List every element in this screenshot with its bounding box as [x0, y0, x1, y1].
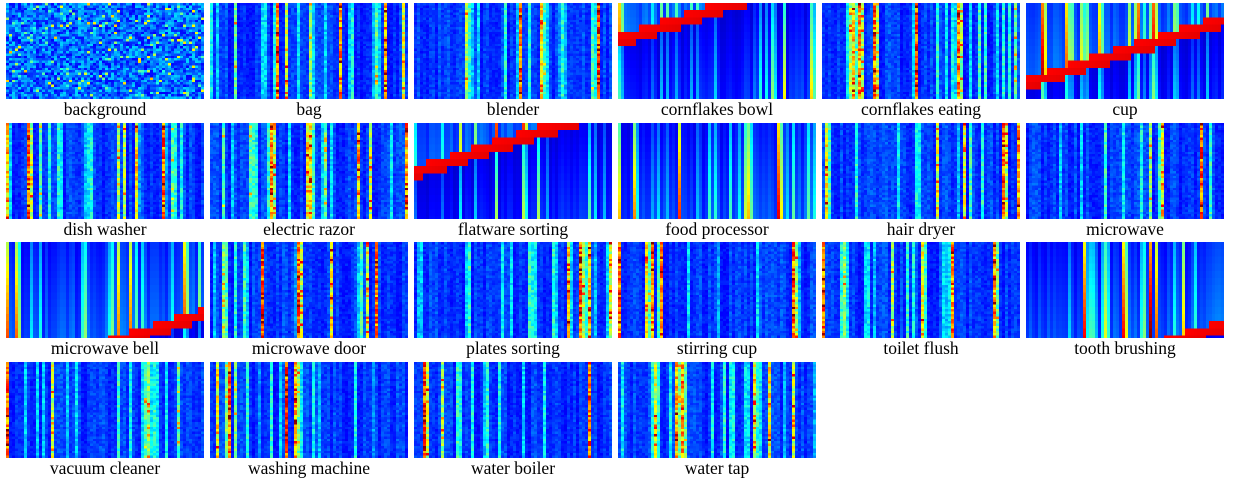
spectrogram-image — [210, 242, 408, 338]
panel-label: flatware sorting — [457, 218, 569, 239]
panel-label: cup — [1112, 99, 1138, 119]
panel-label: tooth brushing — [1074, 338, 1176, 358]
spectrogram-image — [1026, 3, 1224, 99]
spectrogram-panel: vacuum cleaner — [6, 361, 204, 479]
spectrogram-panel: toilet flush — [822, 242, 1020, 359]
spectrogram-image — [822, 122, 1020, 219]
panel-label: electric razor — [263, 218, 355, 239]
spectrogram-panel: water tap — [618, 361, 816, 479]
spectrogram-image — [618, 242, 816, 338]
panel-label: washing machine — [248, 457, 370, 478]
spectrogram-panel: washing machine — [210, 361, 408, 479]
spectrogram-grid: background bag blender cornflakes bowl cornf… — [6, 3, 1228, 479]
panel-label: vacuum cleaner — [49, 457, 161, 478]
spectrogram-image — [1026, 122, 1224, 219]
spectrogram-image — [6, 361, 204, 458]
spectrogram-panel: cornflakes eating — [822, 3, 1020, 120]
panel-label: cornflakes bowl — [660, 99, 774, 119]
spectrogram-image — [414, 3, 612, 99]
panel-label: microwave bell — [50, 338, 160, 358]
spectrogram-image — [414, 122, 612, 219]
spectrogram-panel: plates sorting — [414, 242, 612, 359]
spectrogram-image — [414, 242, 612, 338]
panel-label: hair dryer — [886, 218, 956, 239]
spectrogram-panel: blender — [414, 3, 612, 120]
spectrogram-image — [618, 122, 816, 219]
panel-label: microwave door — [251, 338, 367, 358]
panel-label: stirring cup — [676, 338, 758, 358]
panel-label: microwave — [1086, 218, 1164, 239]
panel-label: blender — [486, 99, 540, 119]
spectrogram-image — [6, 3, 204, 99]
spectrogram-image — [6, 242, 204, 338]
spectrogram-panel: cornflakes bowl — [618, 3, 816, 120]
spectrogram-panel: dish washer — [6, 122, 204, 240]
spectrogram-panel: cup — [1026, 3, 1224, 120]
spectrogram-image — [822, 3, 1020, 99]
panel-label: bag — [296, 99, 322, 119]
spectrogram-image — [414, 361, 612, 458]
spectrogram-panel: water boiler — [414, 361, 612, 479]
panel-label: dish washer — [63, 218, 147, 239]
panel-label: cornflakes eating — [860, 99, 981, 119]
panel-label: water tap — [684, 457, 750, 478]
spectrogram-panel: background — [6, 3, 204, 120]
spectrogram-panel: food processor — [618, 122, 816, 240]
panel-label: water boiler — [470, 457, 556, 478]
spectrogram-panel: hair dryer — [822, 122, 1020, 240]
spectrogram-panel: microwave — [1026, 122, 1224, 240]
spectrogram-panel: flatware sorting — [414, 122, 612, 240]
spectrogram-panel: tooth brushing — [1026, 242, 1224, 359]
panel-label: background — [63, 99, 147, 119]
spectrogram-image — [822, 242, 1020, 338]
spectrogram-image — [6, 122, 204, 219]
spectrogram-image — [210, 3, 408, 99]
spectrogram-image — [1026, 242, 1224, 338]
panel-label: plates sorting — [466, 338, 560, 358]
spectrogram-image — [210, 361, 408, 458]
spectrogram-panel: electric razor — [210, 122, 408, 240]
spectrogram-panel: microwave bell — [6, 242, 204, 359]
spectrogram-image — [618, 361, 816, 458]
spectrogram-image — [618, 3, 816, 99]
panel-label: food processor — [665, 218, 769, 239]
spectrogram-image — [210, 122, 408, 219]
panel-label: toilet flush — [883, 338, 959, 358]
spectrogram-panel: microwave door — [210, 242, 408, 359]
spectrogram-panel: bag — [210, 3, 408, 120]
spectrogram-panel: stirring cup — [618, 242, 816, 359]
